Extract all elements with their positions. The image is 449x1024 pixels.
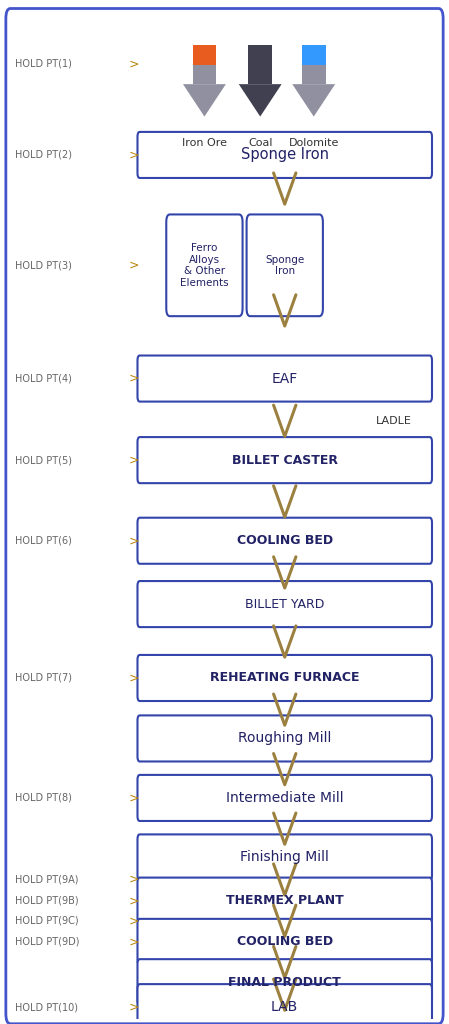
Text: LADLE: LADLE [376, 416, 412, 426]
FancyBboxPatch shape [247, 214, 323, 316]
Polygon shape [302, 45, 326, 84]
Text: Sponge Iron: Sponge Iron [241, 147, 329, 163]
Text: HOLD PT(1): HOLD PT(1) [15, 58, 72, 69]
FancyBboxPatch shape [137, 655, 432, 701]
Text: >: > [128, 57, 139, 71]
FancyBboxPatch shape [137, 775, 432, 821]
Text: >: > [128, 1000, 139, 1014]
FancyBboxPatch shape [137, 984, 432, 1024]
Text: >: > [128, 259, 139, 271]
Polygon shape [183, 84, 226, 117]
Polygon shape [248, 45, 272, 84]
Text: REHEATING FURNACE: REHEATING FURNACE [210, 672, 360, 684]
Text: HOLD PT(9B): HOLD PT(9B) [15, 896, 79, 905]
Text: HOLD PT(10): HOLD PT(10) [15, 1002, 78, 1012]
Text: EAF: EAF [272, 372, 298, 386]
Polygon shape [248, 45, 272, 65]
Polygon shape [239, 84, 282, 117]
Text: Iron Ore: Iron Ore [182, 137, 227, 147]
Text: HOLD PT(2): HOLD PT(2) [15, 150, 72, 160]
FancyBboxPatch shape [137, 581, 432, 627]
Text: FINAL PRODUCT: FINAL PRODUCT [229, 976, 341, 989]
Polygon shape [193, 45, 216, 65]
Text: LAB: LAB [271, 1000, 299, 1014]
Text: >: > [128, 873, 139, 886]
Text: HOLD PT(6): HOLD PT(6) [15, 536, 72, 546]
Text: >: > [128, 914, 139, 928]
FancyBboxPatch shape [6, 8, 443, 1024]
Text: >: > [128, 894, 139, 907]
Text: HOLD PT(4): HOLD PT(4) [15, 374, 72, 384]
Text: HOLD PT(7): HOLD PT(7) [15, 673, 72, 683]
Text: COOLING BED: COOLING BED [237, 935, 333, 948]
Text: Sponge
Iron: Sponge Iron [265, 255, 304, 276]
Text: HOLD PT(9C): HOLD PT(9C) [15, 915, 79, 926]
Text: Finishing Mill: Finishing Mill [240, 851, 329, 864]
Text: >: > [128, 672, 139, 684]
Polygon shape [193, 45, 216, 84]
FancyBboxPatch shape [137, 518, 432, 564]
Text: BILLET YARD: BILLET YARD [245, 598, 325, 610]
Text: HOLD PT(9D): HOLD PT(9D) [15, 937, 79, 947]
FancyBboxPatch shape [166, 214, 242, 316]
Text: >: > [128, 372, 139, 385]
Text: THERMEX PLANT: THERMEX PLANT [226, 894, 343, 907]
Text: >: > [128, 148, 139, 162]
Text: Roughing Mill: Roughing Mill [238, 731, 331, 745]
Text: Coal: Coal [248, 137, 273, 147]
Text: Ferro
Alloys
& Other
Elements: Ferro Alloys & Other Elements [180, 243, 229, 288]
Text: COOLING BED: COOLING BED [237, 535, 333, 547]
FancyBboxPatch shape [137, 919, 432, 965]
FancyBboxPatch shape [137, 716, 432, 762]
Text: >: > [128, 535, 139, 547]
Polygon shape [302, 45, 326, 65]
FancyBboxPatch shape [137, 878, 432, 924]
FancyBboxPatch shape [137, 835, 432, 881]
FancyBboxPatch shape [137, 437, 432, 483]
Text: Dolomite: Dolomite [289, 137, 339, 147]
FancyBboxPatch shape [137, 355, 432, 401]
Polygon shape [292, 84, 335, 117]
Text: >: > [128, 454, 139, 467]
Text: HOLD PT(8): HOLD PT(8) [15, 793, 72, 803]
Text: >: > [128, 935, 139, 948]
Text: HOLD PT(3): HOLD PT(3) [15, 260, 72, 270]
Text: HOLD PT(5): HOLD PT(5) [15, 455, 72, 465]
FancyBboxPatch shape [137, 959, 432, 1006]
Text: >: > [128, 792, 139, 805]
Text: BILLET CASTER: BILLET CASTER [232, 454, 338, 467]
FancyBboxPatch shape [137, 132, 432, 178]
Text: HOLD PT(9A): HOLD PT(9A) [15, 874, 78, 885]
Text: Intermediate Mill: Intermediate Mill [226, 791, 343, 805]
